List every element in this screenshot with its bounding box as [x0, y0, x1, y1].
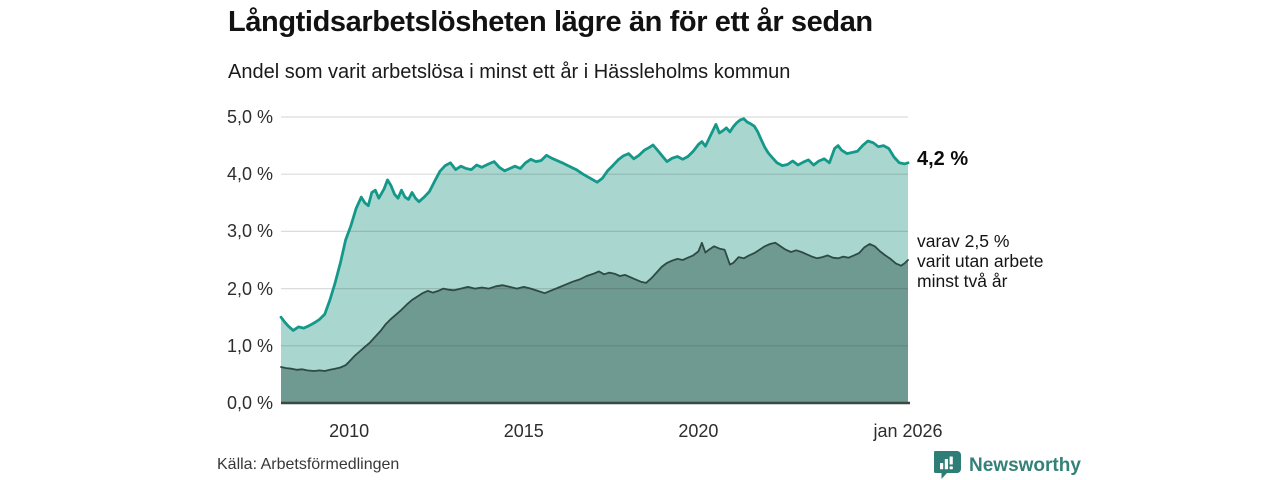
chart-subtitle: Andel som varit arbetslösa i minst ett å…: [228, 61, 791, 83]
end-value-label-subset: varav 2,5 % varit utan arbete minst två …: [917, 231, 1043, 291]
y-tick-label: 4,0 %: [226, 164, 273, 185]
end-value-subset-line3: minst två år: [917, 271, 1008, 291]
y-tick-label: 5,0 %: [226, 107, 273, 127]
end-value-subset-line2: varit utan arbete: [917, 251, 1044, 271]
y-tick-label: 0,0 %: [226, 393, 273, 413]
y-tick-label: 3,0 %: [226, 221, 273, 242]
y-tick-label: 2,0 %: [226, 278, 273, 299]
series-total-line: [279, 117, 910, 332]
brand-logo: Newsworthy: [934, 450, 1081, 480]
end-value-label-total: 4,2 %: [917, 148, 969, 170]
brand-name: Newsworthy: [969, 454, 1081, 476]
series-subset-area: [281, 242, 908, 403]
x-tick-label: 2015: [503, 421, 544, 441]
x-tick-label: 2020: [678, 421, 719, 441]
series-subset-line: [280, 241, 909, 372]
source-attribution: Källa: Arbetsförmedlingen: [217, 456, 400, 473]
y-tick-label: 1,0 %: [226, 335, 273, 356]
chart-title: Långtidsarbetslösheten lägre än för ett …: [228, 6, 873, 38]
x-tick-label: jan 2026: [873, 421, 943, 441]
end-value-subset-line1: varav 2,5 %: [917, 231, 1010, 251]
x-tick-label: 2010: [329, 421, 370, 441]
newsworthy-pin-icon: [934, 451, 961, 479]
